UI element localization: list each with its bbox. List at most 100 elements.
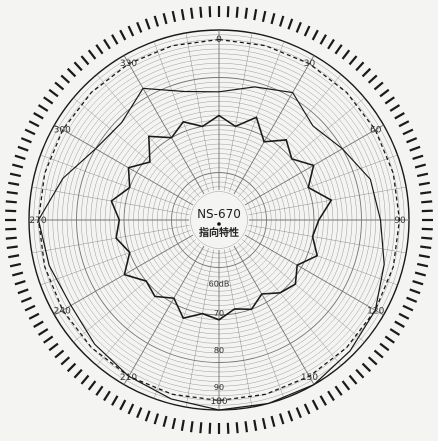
perimeter-tick [348,55,358,66]
grid-spoke [224,249,253,408]
perimeter-tick [379,88,390,98]
perimeter-tick [33,320,44,328]
perimeter-tick [180,9,185,21]
grid-spoke [233,55,315,195]
perimeter-tick [119,399,127,411]
series-line-3 [110,114,333,321]
perimeter-tick [244,421,249,433]
perimeter-tick [199,6,203,18]
perimeter-tick [235,422,239,434]
grid-spoke [40,230,191,286]
perimeter-tick [414,271,426,277]
perimeter-tick [111,34,119,45]
radial-tick-label: 60dB [209,279,230,288]
perimeter-tick [171,417,177,430]
grid-spoke [248,186,407,215]
perimeter-tick [416,172,429,178]
grid-spoke [123,245,205,385]
perimeter-tick [60,356,71,366]
angle-tick-label: 60 [370,126,382,136]
perimeter-tick [80,374,90,385]
perimeter-tick [144,18,151,30]
perimeter-tick [8,254,20,259]
grid-spoke [153,248,209,399]
perimeter-tick [311,399,319,411]
grid-spoke [40,154,191,210]
perimeter-tick [199,422,203,434]
grid-spoke [96,242,200,366]
grid-spoke [247,230,398,286]
perimeter-tick [171,10,177,23]
perimeter-tick [14,279,26,286]
perimeter-tick [398,120,410,128]
perimeter-tick [48,88,59,98]
perimeter-tick [6,190,18,195]
angle-tick-label: 270 [29,216,46,226]
perimeter-tick [361,67,372,78]
perimeter-tick [402,128,414,136]
perimeter-tick [103,38,111,50]
perimeter-tick [295,21,302,33]
center-dot [217,222,221,226]
grid-spoke [229,248,285,399]
grid-spoke [185,249,214,408]
perimeter-tick [341,380,351,391]
perimeter-tick [409,145,421,152]
perimeter-tick [278,413,285,425]
perimeter-tick [261,417,267,430]
perimeter-tick [60,74,71,84]
perimeter-tick [9,262,22,268]
perimeter-tick [9,172,22,178]
grid-spoke [153,41,209,192]
perimeter-tick [394,112,405,120]
perimeter-tick [153,15,160,27]
angle-tick-label: 240 [54,307,71,317]
perimeter-tick [37,328,49,336]
perimeter-tick [43,96,54,105]
perimeter-tick [8,181,20,186]
perimeter-tick [406,296,418,303]
perimeter-tick [54,349,65,359]
perimeter-tick [28,120,40,128]
angular-grid-spokes [29,30,409,410]
perimeter-tick [406,137,418,144]
perimeter-tick [253,419,258,431]
perimeter-tick [12,271,24,277]
perimeter-tick [17,288,29,295]
perimeter-tick [12,163,24,169]
perimeter-tick [418,254,430,259]
perimeter-tick [33,112,44,120]
tick-labels: 0 30 60 90 120 150 180 210 240 270 300 330 60dB 70 80 9… [29,35,406,407]
perimeter-tick [95,44,104,55]
perimeter-tick [87,380,97,391]
perimeter-tick [412,154,424,161]
perimeter-tick [311,29,319,41]
perimeter-tick [87,49,97,60]
perimeter-tick [367,74,378,84]
radial-tick-label: 70 [214,309,224,318]
perimeter-tick [355,61,365,72]
perimeter-tick [17,145,29,152]
perimeter-tick [416,262,429,268]
perimeter-tick [398,312,410,320]
grid-spoke [123,55,205,195]
grid-spoke [244,234,384,316]
angle-tick-label: 300 [54,126,71,136]
perimeter-tick [303,25,311,37]
perimeter-tick [119,29,127,41]
perimeter-tick [244,7,249,19]
perimeter-tick [73,61,83,72]
perimeter-tick [420,245,432,250]
perimeter-tick [348,374,358,385]
grid-spoke [248,225,407,254]
perimeter-tick [136,407,143,419]
perimeter-tick [361,362,372,373]
perimeter-tick [384,96,395,105]
angle-tick-label: 330 [120,59,137,69]
perimeter-tick [6,245,18,250]
perimeter-tick [421,200,433,204]
perimeter-tick [235,6,239,18]
perimeter-tick [409,288,421,295]
perimeter-tick [389,328,401,336]
